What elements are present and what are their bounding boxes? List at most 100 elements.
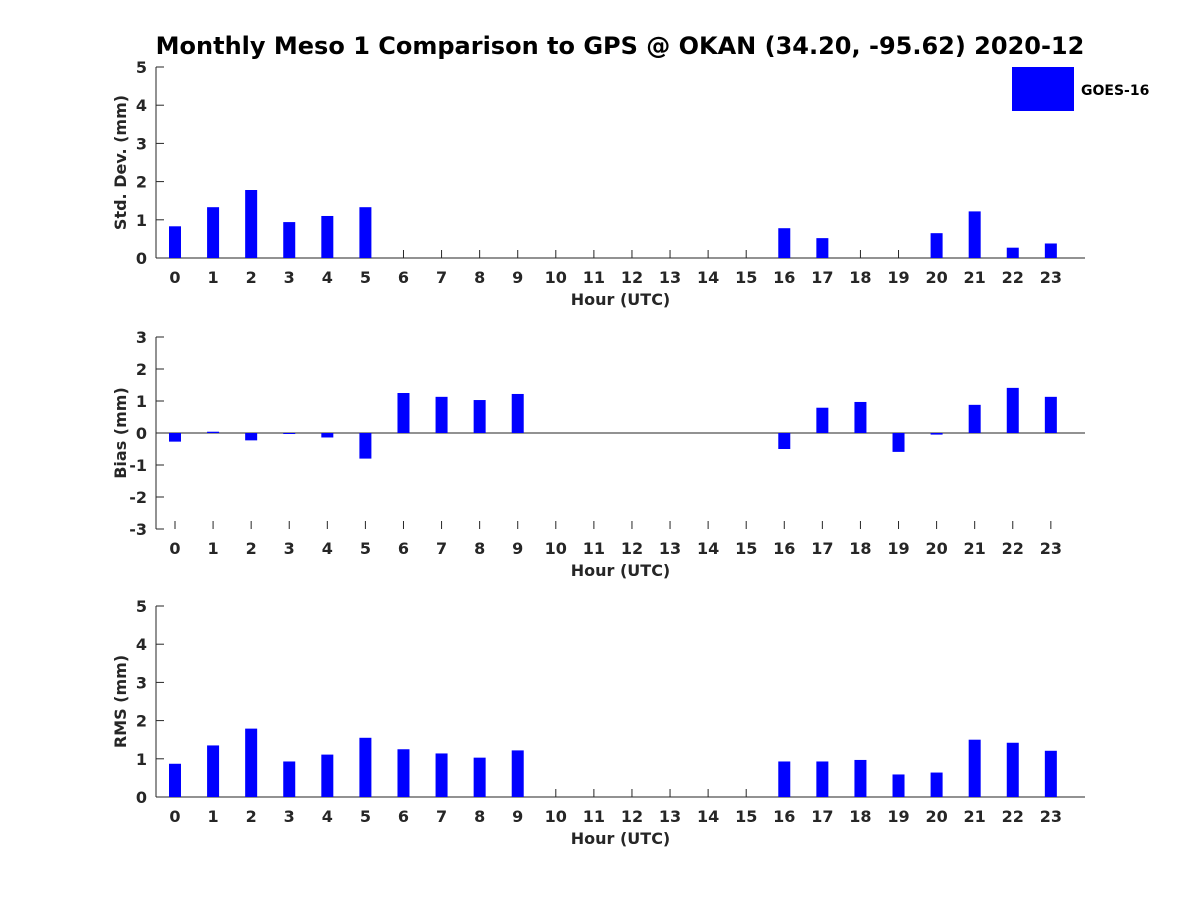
x-tick-label: 15 xyxy=(735,539,757,558)
x-tick-label: 14 xyxy=(697,539,719,558)
x-tick-label: 12 xyxy=(621,807,643,826)
bar xyxy=(207,207,220,258)
y-axis-label: Std. Dev. (mm) xyxy=(111,95,130,230)
bar xyxy=(892,433,905,452)
x-tick-label: 21 xyxy=(964,268,986,287)
bar xyxy=(1006,247,1019,258)
y-tick-label: 3 xyxy=(136,673,147,692)
x-tick-label: 0 xyxy=(169,539,180,558)
bar xyxy=(1044,750,1057,797)
x-axis-label: Hour (UTC) xyxy=(571,829,671,848)
x-tick-label: 17 xyxy=(811,807,833,826)
x-tick-label: 2 xyxy=(246,807,257,826)
legend-swatch xyxy=(1012,67,1074,111)
x-tick-label: 9 xyxy=(512,807,523,826)
y-tick-label: 4 xyxy=(136,635,147,654)
x-tick-label: 15 xyxy=(735,807,757,826)
bar xyxy=(1044,396,1057,433)
bar xyxy=(930,772,943,797)
legend: GOES-16 xyxy=(1012,67,1149,111)
x-tick-label: 22 xyxy=(1002,539,1024,558)
x-tick-label: 13 xyxy=(659,268,681,287)
x-tick-label: 0 xyxy=(169,807,180,826)
x-tick-label: 13 xyxy=(659,807,681,826)
x-tick-label: 17 xyxy=(811,268,833,287)
x-tick-label: 14 xyxy=(697,268,719,287)
x-tick-label: 1 xyxy=(208,268,219,287)
x-tick-label: 16 xyxy=(773,539,795,558)
legend-label: GOES-16 xyxy=(1081,83,1149,99)
bar xyxy=(930,433,943,435)
y-tick-label: 5 xyxy=(136,597,147,616)
x-tick-label: 20 xyxy=(925,268,947,287)
bar xyxy=(1044,243,1057,258)
x-tick-label: 19 xyxy=(887,539,909,558)
x-tick-label: 18 xyxy=(849,807,871,826)
y-tick-label: 1 xyxy=(136,750,147,769)
y-tick-label: 4 xyxy=(136,96,147,115)
x-tick-label: 0 xyxy=(169,268,180,287)
x-tick-label: 2 xyxy=(246,268,257,287)
x-tick-label: 7 xyxy=(436,807,447,826)
x-tick-label: 19 xyxy=(887,268,909,287)
y-tick-label: 1 xyxy=(136,392,147,411)
y-tick-label: 3 xyxy=(136,328,147,347)
bar xyxy=(435,753,448,797)
bar xyxy=(245,190,258,258)
y-axis-label: RMS (mm) xyxy=(111,655,130,748)
bar xyxy=(321,215,334,258)
bar xyxy=(283,222,296,258)
y-tick-label: -1 xyxy=(129,456,147,475)
x-tick-label: 23 xyxy=(1040,807,1062,826)
bar xyxy=(359,433,372,459)
x-tick-label: 19 xyxy=(887,807,909,826)
bar xyxy=(892,774,905,797)
x-tick-label: 5 xyxy=(360,539,371,558)
bar xyxy=(778,228,791,258)
bar xyxy=(245,433,258,441)
x-axis-label: Hour (UTC) xyxy=(571,290,671,309)
x-tick-label: 16 xyxy=(773,268,795,287)
x-tick-label: 16 xyxy=(773,807,795,826)
bar xyxy=(283,433,296,434)
x-tick-label: 22 xyxy=(1002,268,1024,287)
y-tick-label: -2 xyxy=(129,488,147,507)
x-tick-label: 4 xyxy=(322,539,333,558)
bar xyxy=(207,431,220,433)
x-tick-label: 18 xyxy=(849,539,871,558)
bar xyxy=(778,761,791,797)
x-tick-label: 8 xyxy=(474,268,485,287)
x-tick-label: 21 xyxy=(964,807,986,826)
x-tick-label: 6 xyxy=(398,539,409,558)
y-tick-label: 2 xyxy=(136,173,147,192)
x-tick-label: 1 xyxy=(208,539,219,558)
bar xyxy=(511,393,524,433)
x-tick-label: 3 xyxy=(284,807,295,826)
bar xyxy=(854,401,867,433)
x-tick-label: 10 xyxy=(545,268,567,287)
y-axis-label: Bias (mm) xyxy=(111,387,130,479)
bar xyxy=(968,404,981,433)
x-tick-label: 12 xyxy=(621,539,643,558)
x-tick-label: 23 xyxy=(1040,268,1062,287)
x-tick-label: 10 xyxy=(545,807,567,826)
x-tick-label: 15 xyxy=(735,268,757,287)
x-tick-label: 18 xyxy=(849,268,871,287)
bar xyxy=(397,749,410,797)
x-tick-label: 4 xyxy=(322,807,333,826)
bar xyxy=(283,761,296,797)
bar xyxy=(816,238,829,258)
x-tick-label: 3 xyxy=(284,539,295,558)
x-tick-label: 5 xyxy=(360,268,371,287)
bar xyxy=(930,233,943,258)
bar xyxy=(854,759,867,797)
x-tick-label: 4 xyxy=(322,268,333,287)
x-axis-label: Hour (UTC) xyxy=(571,561,671,580)
x-tick-label: 6 xyxy=(398,268,409,287)
x-tick-label: 17 xyxy=(811,539,833,558)
x-tick-label: 14 xyxy=(697,807,719,826)
bar xyxy=(169,226,181,258)
